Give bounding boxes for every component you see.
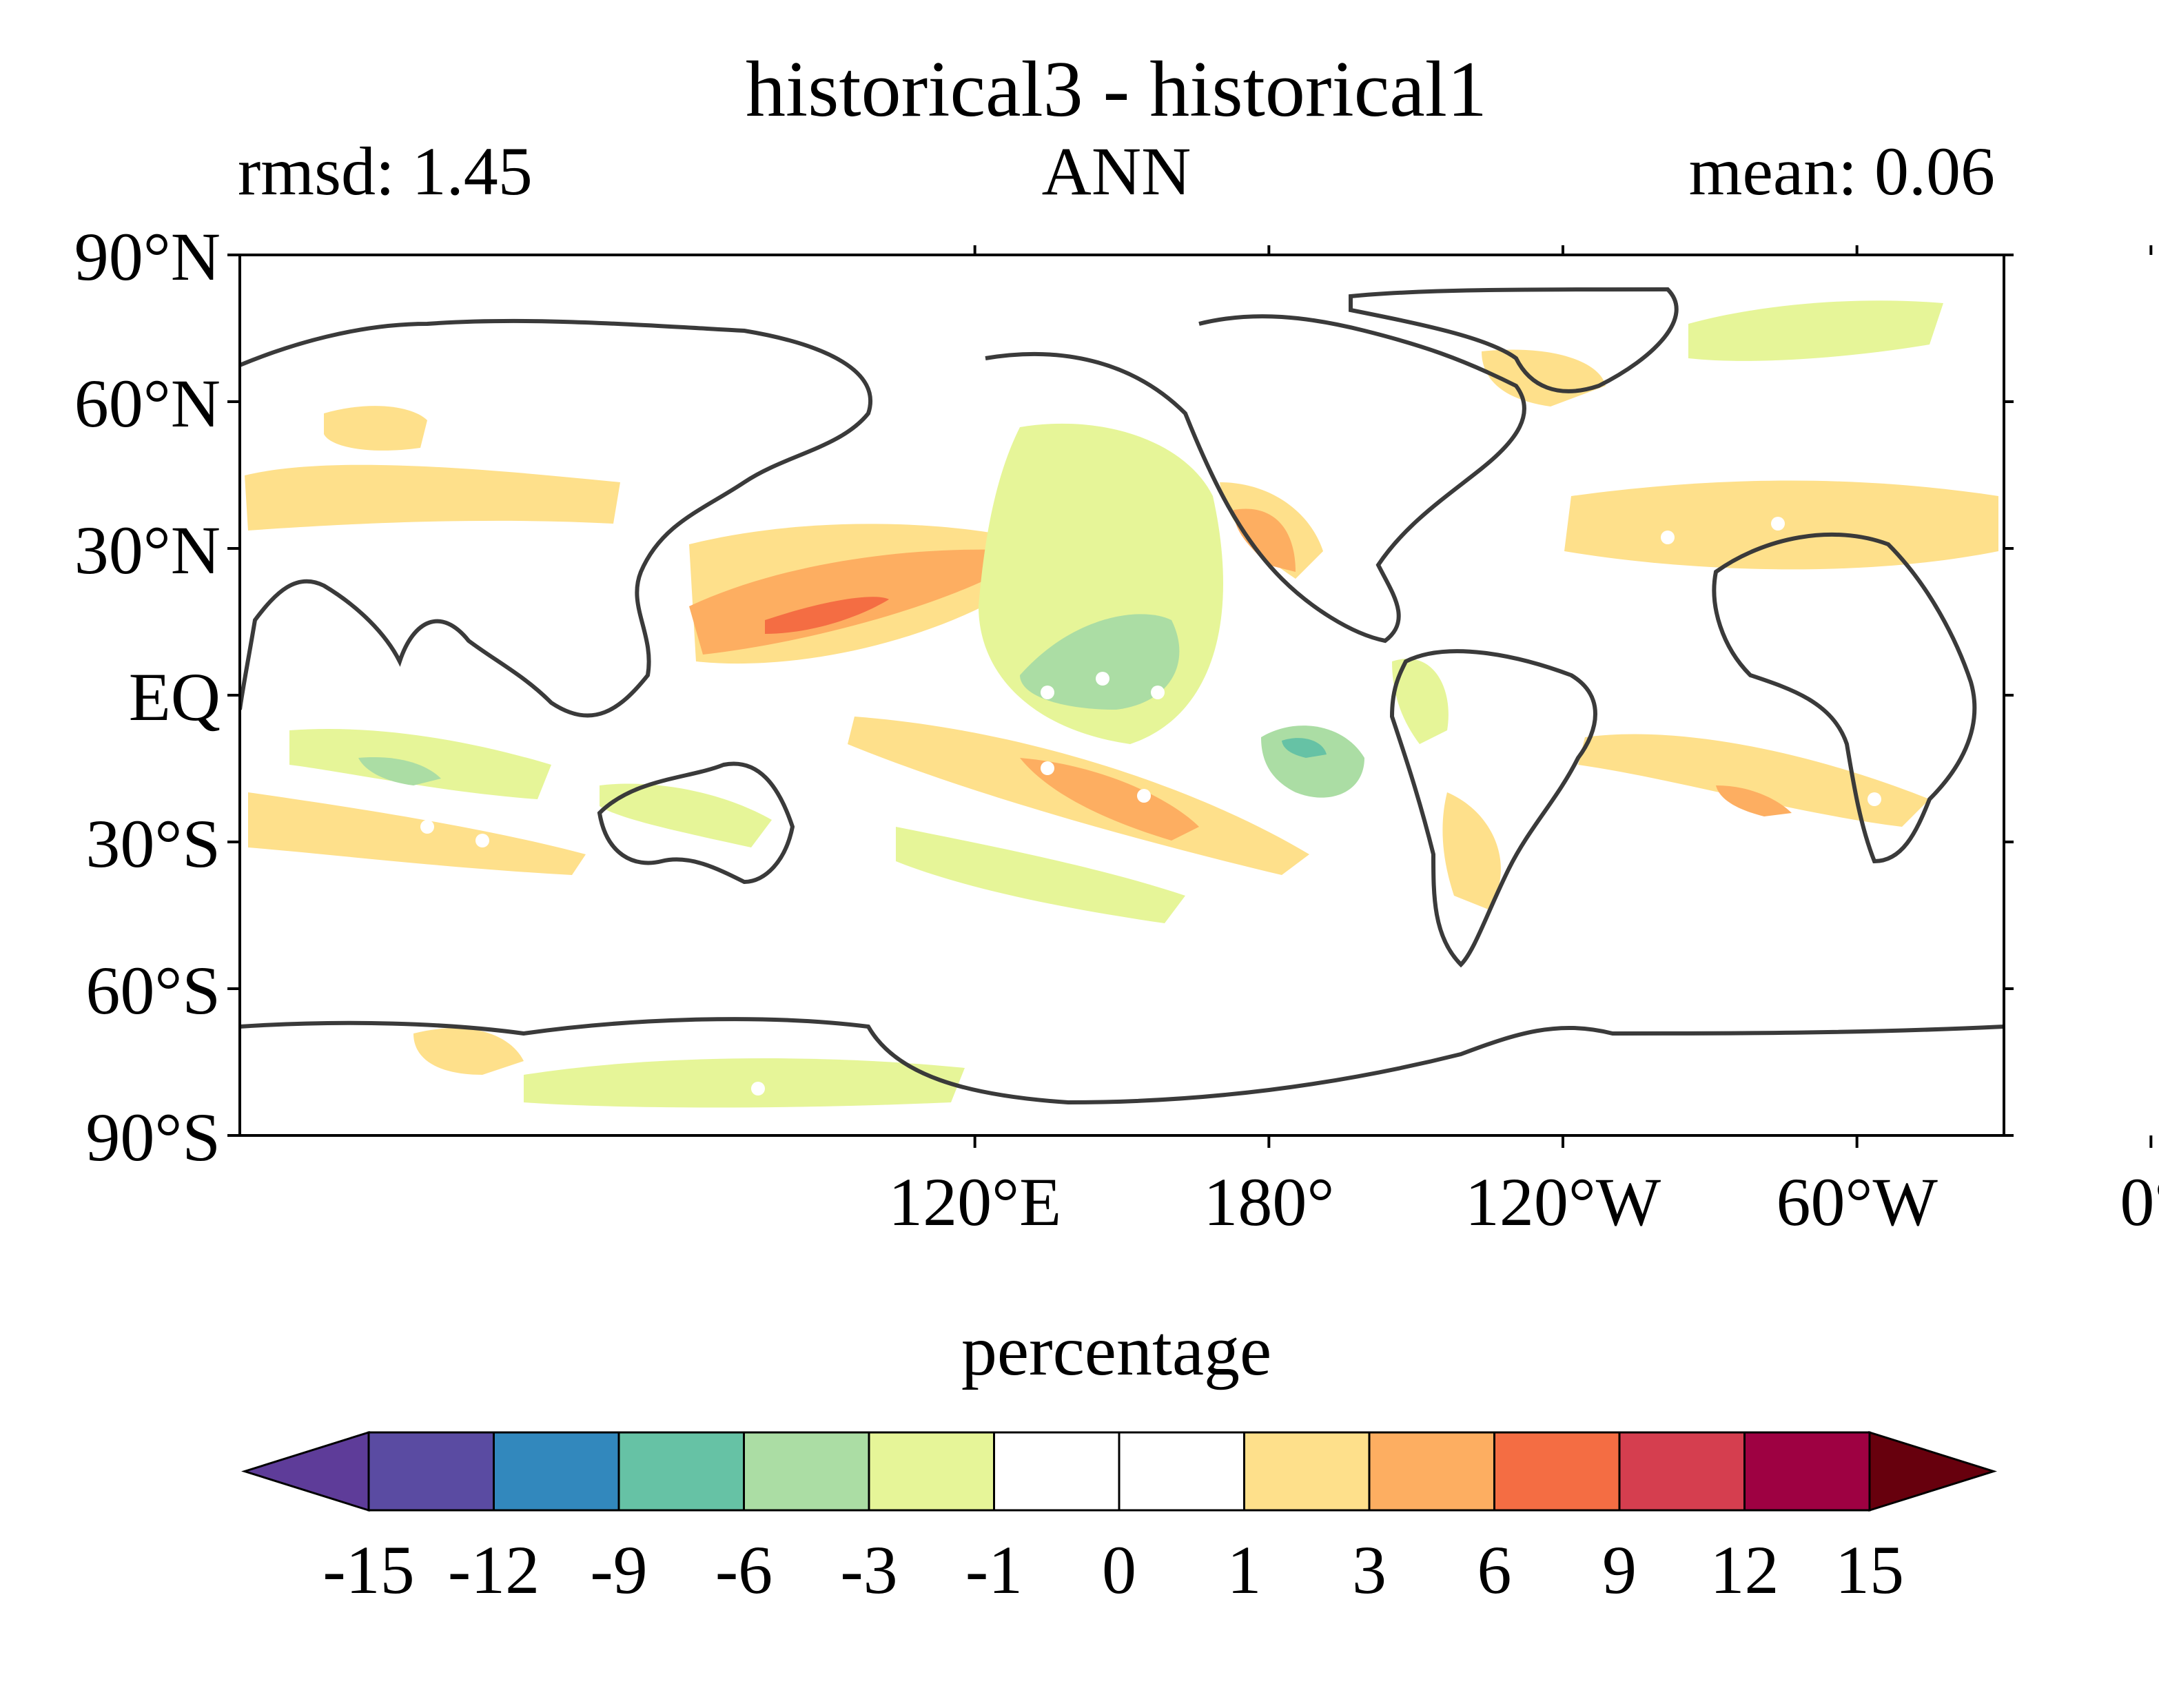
lon-tick-label: 120°E [888, 1164, 1061, 1240]
stipple-dot [1041, 686, 1054, 699]
colorbar-cell [743, 1431, 870, 1512]
negative-region [524, 1058, 965, 1108]
positive-region [324, 406, 427, 451]
negative-region [289, 729, 551, 799]
colorbar-tick-label: -12 [448, 1532, 540, 1608]
significance-stipple [393, 517, 1881, 1095]
stipple-dot [751, 1082, 765, 1095]
colorbar-tick-label: 3 [1352, 1532, 1387, 1608]
stipple-dot [1868, 792, 1881, 806]
colorbar-cell [1743, 1431, 1871, 1512]
stipple-dot [751, 675, 765, 689]
colorbar-cell [1618, 1431, 1746, 1512]
negative-region [896, 827, 1185, 923]
colorbar-tick-label: 12 [1710, 1532, 1779, 1608]
coastline-greenland [1349, 287, 1679, 393]
longitude-axis: 120°E 180° 120°W 60°W 0° [888, 245, 2159, 1240]
coastline-australia [597, 761, 795, 885]
colorbar-tick-label: 0 [1102, 1532, 1136, 1608]
colorbar-tick-labels: -15 -12 -9 -6 -3 -1 0 1 3 6 9 12 15 [323, 1532, 1904, 1608]
figure-title: historical3 - historical1 [746, 45, 1487, 134]
coastlines [240, 287, 2004, 1105]
negative-region [1688, 300, 1943, 361]
positive-core [1020, 758, 1199, 841]
stipple-dot [1096, 672, 1109, 686]
lon-tick-label: 60°W [1776, 1164, 1938, 1240]
coastline-eurasia [240, 318, 873, 718]
colorbar-cell [993, 1431, 1121, 1512]
stipple-dot [420, 820, 434, 834]
positive-core [765, 597, 889, 634]
colorbar-extend-max [1868, 1430, 1998, 1512]
colorbar-tick-label: -9 [590, 1532, 647, 1608]
colorbar-cells [241, 1430, 1998, 1512]
stipple-dot [1661, 531, 1675, 544]
positive-region [1442, 792, 1501, 909]
colorbar-cell [1368, 1431, 1495, 1512]
lon-tick-label: 180° [1203, 1164, 1334, 1240]
lon-tick-label: 0° [2120, 1164, 2159, 1240]
lon-tick-label: 120°W [1465, 1164, 1661, 1240]
stipple-dot [1771, 517, 1785, 531]
stipple-dot [1137, 789, 1151, 803]
negative-core [1020, 614, 1180, 710]
colorbar: percentage -15 -12 -9 -6 -3 -1 0 1 3 6 9 12 15 [241, 1311, 1998, 1608]
coastline-south-america [1389, 649, 1597, 968]
lat-tick-label: 90°N [74, 218, 221, 295]
lat-tick-label: 30°N [74, 512, 221, 588]
positive-region [1578, 734, 1930, 827]
colorbar-tick-label: -3 [840, 1532, 897, 1608]
colorbar-cell [1493, 1431, 1621, 1512]
stipple-dot [393, 1064, 407, 1078]
colorbar-cell [367, 1431, 495, 1512]
negative-region [1392, 659, 1449, 744]
season-label: ANN [1042, 133, 1191, 209]
stipple-dot [820, 682, 834, 696]
colorbar-cell [1118, 1431, 1245, 1512]
negative-core [358, 757, 441, 785]
colorbar-label: percentage [961, 1311, 1271, 1390]
positive-region [248, 792, 586, 875]
coastline-north-america [985, 314, 1526, 644]
lat-tick-label: 60°N [74, 365, 221, 442]
colorbar-extend-min [241, 1430, 370, 1512]
positive-region [245, 464, 620, 531]
lat-tick-label: 60°S [85, 952, 221, 1029]
colorbar-tick-label: 15 [1835, 1532, 1904, 1608]
colorbar-tick-label: 1 [1227, 1532, 1262, 1608]
colorbar-tick-label: -6 [715, 1532, 772, 1608]
latitude-axis: 90°N 60°N 30°N EQ 30°S 60°S 90°S [74, 218, 2014, 1175]
stipple-dot [475, 834, 489, 847]
coastline-africa [1712, 532, 1977, 864]
mean-label: mean: 0.06 [1689, 133, 1995, 209]
coastline-antarctica [240, 1017, 2004, 1105]
colorbar-tick-label: 9 [1602, 1532, 1637, 1608]
map-panel [240, 255, 2004, 1135]
colorbar-cell [868, 1431, 995, 1512]
rmsd-label: rmsd: 1.45 [238, 133, 533, 209]
colorbar-tick-label: 6 [1477, 1532, 1512, 1608]
negative-region [600, 783, 772, 847]
colorbar-cell [493, 1431, 620, 1512]
positive-core [1716, 785, 1792, 816]
colorbar-tick-label: -15 [323, 1532, 414, 1608]
positive-region [413, 1028, 524, 1075]
colorbar-tick-label: -1 [965, 1532, 1023, 1608]
stipple-dot [1358, 785, 1371, 799]
stipple-dot [1151, 686, 1165, 699]
stipple-dot [1041, 761, 1054, 775]
lat-tick-label: 30°S [85, 805, 221, 882]
colorbar-cell [1243, 1431, 1371, 1512]
positive-core [1234, 508, 1296, 572]
negative-core [1282, 738, 1327, 758]
colorbar-cell [617, 1431, 745, 1512]
lat-tick-label: 90°S [85, 1099, 221, 1175]
lat-tick-label: EQ [129, 659, 221, 735]
